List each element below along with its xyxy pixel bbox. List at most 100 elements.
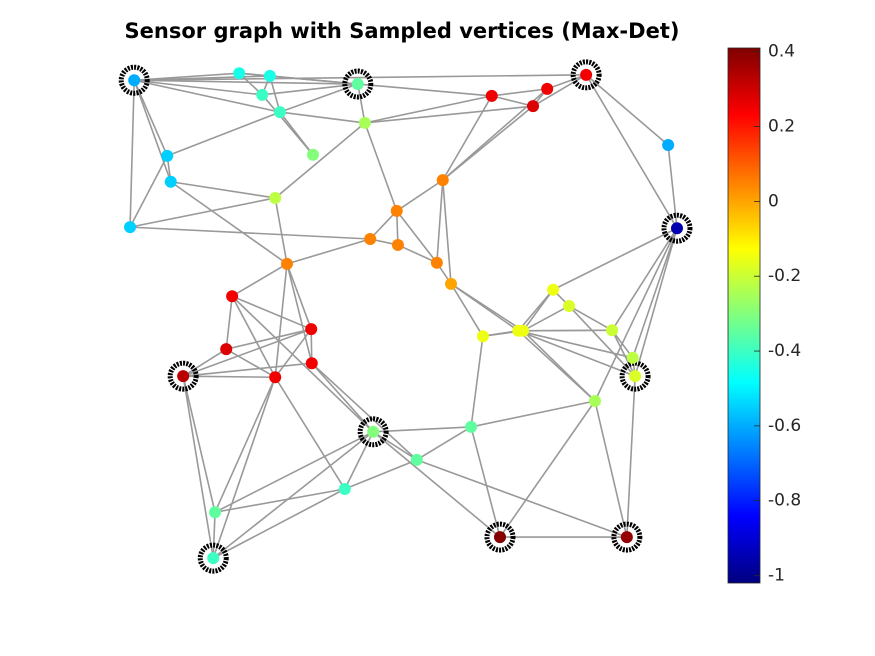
edge (129, 80, 135, 228)
edge (212, 512, 216, 559)
edge (134, 79, 263, 96)
vertex (391, 238, 404, 251)
colorbar-tick-label: -0.8 (768, 491, 801, 511)
edge (517, 330, 636, 377)
edge (470, 426, 501, 538)
vertex (563, 299, 576, 312)
colorbar-tick-label: -0.2 (768, 266, 801, 286)
edge (373, 426, 472, 433)
edge (470, 400, 596, 428)
vertex (390, 204, 403, 217)
vertex (269, 191, 282, 204)
edge (134, 79, 281, 113)
edge (170, 181, 288, 265)
edge (631, 227, 678, 359)
vertex (465, 420, 478, 433)
vertex (517, 324, 529, 337)
sampled-ring (357, 416, 389, 448)
vertex (626, 351, 639, 364)
edge (183, 362, 312, 377)
colorbar (727, 47, 761, 584)
edge (231, 263, 288, 297)
edge (369, 210, 398, 240)
edge (134, 79, 358, 85)
sampled-ring (167, 360, 199, 392)
sampled-ring (197, 542, 229, 574)
edge (214, 431, 374, 513)
edge (397, 244, 438, 264)
colorbar-tick-label: -1 (768, 566, 785, 586)
edge (611, 227, 678, 331)
vertex (436, 174, 449, 187)
edge (286, 263, 313, 364)
edge (261, 94, 314, 156)
colorbar-tick-label: 0.2 (768, 117, 795, 137)
edge (286, 238, 371, 265)
vertex (493, 531, 506, 544)
edge (372, 431, 501, 538)
edge (133, 79, 168, 157)
edge (231, 295, 276, 378)
chart-title: Sensor graph with Sampled vertices (Max-… (125, 19, 680, 43)
edge (522, 329, 613, 332)
edge (225, 296, 233, 350)
edge (182, 348, 227, 377)
edge (491, 95, 534, 107)
edge (225, 348, 276, 378)
vertex (305, 357, 318, 370)
edge (372, 431, 418, 461)
edge (546, 74, 587, 90)
vertex (281, 257, 293, 270)
vertex (124, 221, 137, 234)
edge (212, 488, 346, 559)
edge (311, 362, 418, 461)
edge (499, 400, 596, 538)
edge (357, 83, 366, 124)
edge (364, 122, 398, 212)
edge (182, 376, 215, 559)
vertex (476, 330, 489, 343)
edge (634, 227, 678, 377)
edge (416, 426, 472, 461)
edge (594, 227, 678, 402)
edge (214, 376, 276, 513)
edge (585, 74, 669, 146)
vertex (445, 277, 458, 290)
nodes (118, 59, 693, 574)
edge (231, 295, 312, 330)
vertex (233, 67, 246, 80)
vertex (606, 324, 619, 337)
edge (133, 79, 172, 183)
edge (436, 180, 444, 263)
sampled-ring (118, 64, 150, 96)
vertex (541, 82, 554, 95)
edge (357, 83, 492, 97)
colorbar-ticks: -1 -0.8 -0.6 -0.4 -0.2 0 0.2 0.4 (754, 42, 801, 586)
vertex (128, 74, 141, 87)
edge (522, 305, 570, 332)
colorbar-tick-label: 0 (768, 191, 779, 211)
sampled-ring (661, 212, 693, 244)
vertex (164, 175, 177, 188)
vertex (269, 371, 282, 384)
edge (274, 197, 288, 264)
edge (416, 459, 628, 538)
colorbar-tick-label: -0.4 (768, 341, 801, 361)
edge (344, 459, 418, 490)
edge (532, 74, 587, 107)
edge (442, 95, 493, 181)
edge (396, 210, 438, 264)
edge (170, 180, 276, 199)
edge (522, 289, 554, 332)
edge (212, 376, 276, 559)
edge (594, 400, 628, 538)
vertex (580, 68, 593, 81)
vertex (527, 100, 540, 113)
edge (226, 328, 312, 350)
edge (166, 111, 281, 157)
vertex (358, 116, 371, 129)
vertex (263, 69, 276, 82)
edge (214, 488, 345, 514)
edge (274, 263, 288, 378)
